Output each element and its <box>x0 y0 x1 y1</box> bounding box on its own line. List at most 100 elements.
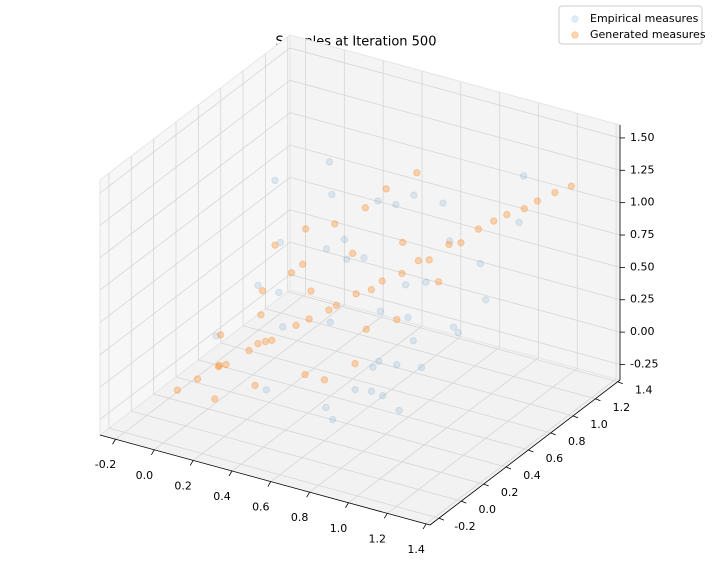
grid-line <box>99 79 291 226</box>
y-tick-label: 0.4 <box>523 469 541 482</box>
point <box>367 285 376 294</box>
grid-line <box>289 176 621 268</box>
point <box>307 287 315 295</box>
point <box>271 176 279 185</box>
tick-mark <box>528 449 534 453</box>
x-tick-label: 0.0 <box>136 469 154 482</box>
z-tick-label: -0.25 <box>630 357 658 370</box>
point <box>343 255 351 263</box>
x-tick-label: -0.2 <box>95 458 116 471</box>
z-tick-label: 0.50 <box>630 260 655 273</box>
y-tick-label: 0.6 <box>546 452 564 465</box>
tick-mark <box>151 449 155 456</box>
point <box>449 323 458 331</box>
point <box>351 385 359 394</box>
point <box>215 361 223 370</box>
point <box>519 172 528 180</box>
tick-mark <box>461 500 467 504</box>
legend: Empirical measures Generated measures <box>558 5 706 45</box>
grid-line <box>99 274 291 420</box>
grid-line <box>265 308 596 400</box>
point <box>340 235 349 244</box>
series-points <box>212 158 528 424</box>
legend-label: Empirical measures <box>590 12 699 25</box>
point <box>393 315 401 324</box>
x-tick-label: 0.6 <box>252 501 270 514</box>
point <box>375 357 383 365</box>
point <box>445 240 453 249</box>
y-tick-label: 0.2 <box>501 486 519 499</box>
point <box>439 199 447 207</box>
point <box>214 362 223 371</box>
tick-mark <box>595 398 601 402</box>
grid-line <box>99 112 291 258</box>
y-axis-line <box>429 379 621 526</box>
y-tick-label: 1.0 <box>590 418 608 431</box>
legend-label: Generated measures <box>590 28 706 41</box>
point <box>551 188 559 197</box>
point <box>271 241 279 249</box>
point <box>268 336 276 344</box>
tick-mark <box>505 466 512 470</box>
point <box>328 190 336 199</box>
point <box>292 321 300 330</box>
point <box>299 260 307 268</box>
point <box>329 415 337 424</box>
point <box>254 281 262 290</box>
point <box>325 158 334 166</box>
grid-line <box>289 241 621 333</box>
point <box>287 269 296 277</box>
tick-mark <box>345 502 349 508</box>
point <box>410 191 418 199</box>
grid-line <box>99 241 291 388</box>
point <box>398 269 406 278</box>
point <box>326 318 335 326</box>
point <box>392 200 400 209</box>
point <box>322 403 330 412</box>
point <box>413 169 421 177</box>
grid-line <box>289 79 621 171</box>
grid-line <box>99 47 291 194</box>
x-tick-label: 0.8 <box>291 511 309 524</box>
point <box>409 336 417 345</box>
point <box>351 359 359 368</box>
grid-line <box>108 427 440 519</box>
grid-line <box>175 376 507 468</box>
point <box>276 238 285 247</box>
tick-mark <box>306 491 310 498</box>
grid-line <box>289 209 621 301</box>
x-tick-label: 0.2 <box>174 479 192 492</box>
point <box>222 360 230 369</box>
point <box>393 361 401 369</box>
grid-line <box>99 209 291 356</box>
y-tick-label: 0.8 <box>568 435 586 448</box>
point <box>331 220 339 228</box>
point <box>301 225 310 233</box>
point <box>211 395 219 403</box>
point <box>349 249 357 258</box>
point <box>362 325 370 333</box>
y-tick-label: 1.2 <box>613 401 631 414</box>
point <box>193 375 202 383</box>
point <box>401 281 410 289</box>
point <box>374 197 382 205</box>
grid-line <box>99 177 291 323</box>
grid-line <box>287 291 618 383</box>
z-tick-label: 1.25 <box>630 163 655 176</box>
y-tick-label: 0.0 <box>479 503 497 516</box>
tick-mark <box>422 523 427 530</box>
point <box>320 376 329 384</box>
tick-mark <box>228 470 233 477</box>
point <box>258 286 267 295</box>
point <box>378 277 386 285</box>
point <box>257 311 265 319</box>
grid-line <box>99 144 291 291</box>
point <box>481 296 490 304</box>
point <box>503 210 511 219</box>
legend-marker <box>571 15 579 23</box>
tick-mark <box>617 381 623 385</box>
z-tick-label: 0.25 <box>630 293 655 306</box>
point <box>245 346 253 355</box>
